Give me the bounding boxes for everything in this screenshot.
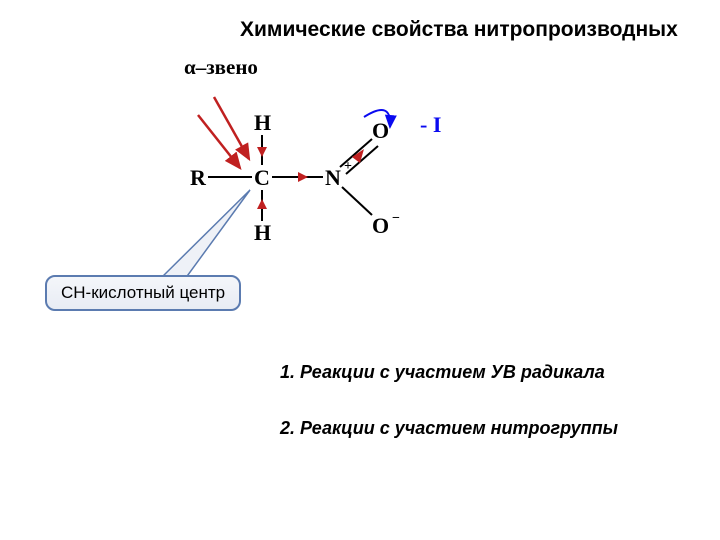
callout-ch-acid-center: СН-кислотный центр <box>45 275 241 311</box>
reaction-2: 2. Реакции с участием нитрогруппы <box>280 418 618 439</box>
inductive-effect-label: - I <box>420 112 441 138</box>
reaction-1: 1. Реакции с участием УВ радикала <box>280 362 605 383</box>
molecule-diagram: α–звено R C H H N + O O − <box>140 55 480 275</box>
bonds-and-arrows <box>140 55 480 275</box>
callout-text: СН-кислотный центр <box>61 283 225 302</box>
page-title: Химические свойства нитропроизводных <box>240 18 678 42</box>
